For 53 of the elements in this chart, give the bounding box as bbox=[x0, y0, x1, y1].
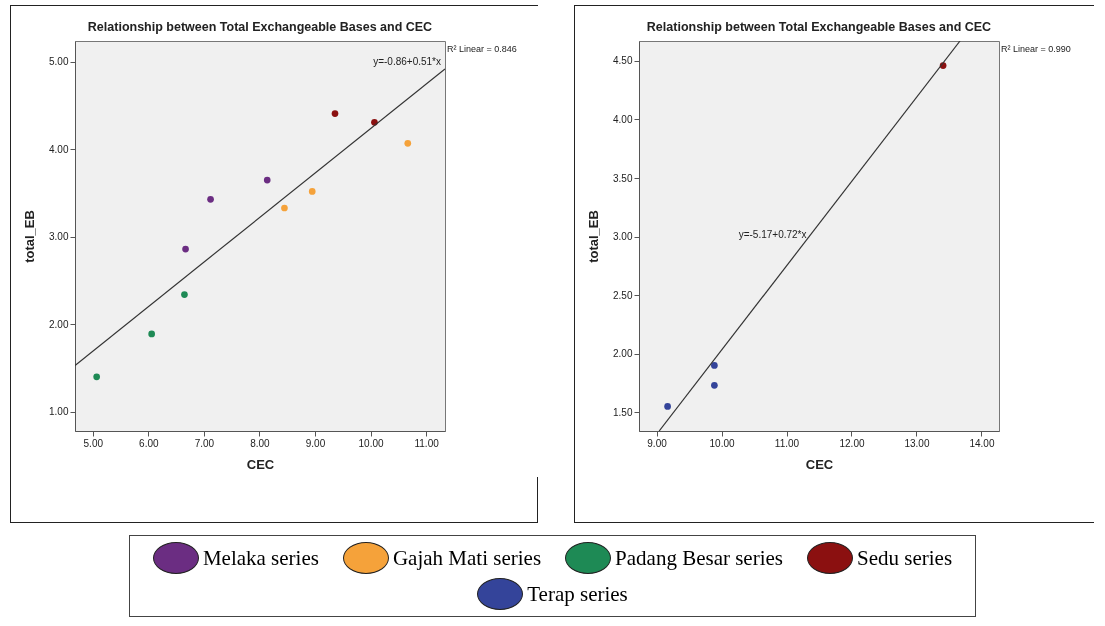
x-tick-label: 9.00 bbox=[305, 437, 326, 449]
annotation: y=-5.17+0.72*x bbox=[738, 229, 807, 241]
x-tick-label: 13.00 bbox=[904, 437, 930, 449]
y-tick-label: 2.00 bbox=[49, 318, 69, 330]
point bbox=[281, 204, 288, 212]
point bbox=[148, 330, 156, 338]
x-tick-label: 5.00 bbox=[83, 437, 104, 449]
x-tick-label: 8.00 bbox=[250, 437, 271, 449]
y-tick-label: 2.00 bbox=[613, 348, 633, 360]
point bbox=[404, 139, 412, 147]
x-tick-label: 7.00 bbox=[194, 437, 215, 449]
point bbox=[263, 176, 271, 184]
x-axis-title: CEC bbox=[246, 456, 275, 472]
y-tick-label: 1.50 bbox=[613, 406, 633, 418]
y-axis-title: total_EB bbox=[586, 210, 602, 263]
y-tick-label: 4.50 bbox=[613, 55, 633, 67]
annotation: y=-0.86+0.51*x bbox=[373, 56, 441, 67]
x-axis-title: CEC bbox=[805, 456, 834, 472]
y-axis-title: total_EB bbox=[22, 210, 38, 263]
point bbox=[93, 373, 101, 381]
y-tick-label: 4.00 bbox=[613, 113, 633, 125]
point bbox=[711, 381, 718, 389]
point bbox=[207, 195, 214, 203]
point bbox=[181, 291, 188, 298]
chart-title: Relationship between Total Exchangeable Bases and CEC bbox=[646, 19, 992, 34]
point bbox=[331, 110, 339, 117]
text: R² Linear = 0.990 bbox=[1001, 44, 1071, 54]
point bbox=[308, 188, 316, 195]
y-tick-label: 3.50 bbox=[613, 172, 633, 184]
point bbox=[711, 362, 718, 369]
y-tick-label: 3.00 bbox=[613, 231, 633, 243]
legend-label: Sedu series bbox=[857, 545, 953, 571]
y-tick-label: 1.00 bbox=[49, 406, 69, 418]
point bbox=[182, 245, 189, 253]
x-tick-label: 6.00 bbox=[139, 437, 159, 449]
chart-title: Relationship between Total Exchangeable Bases and CEC bbox=[87, 19, 433, 34]
x-tick-label: 10.00 bbox=[709, 437, 735, 449]
legend-label: Padang Besar series bbox=[615, 545, 784, 571]
text: R² Linear = 0.846 bbox=[447, 44, 517, 54]
y-tick-label: 3.00 bbox=[49, 231, 69, 243]
y-tick-label: 2.50 bbox=[613, 289, 633, 301]
x-tick-label: 10.00 bbox=[358, 437, 384, 449]
x-tick-label: 12.00 bbox=[839, 437, 865, 449]
x-tick-label: 14.00 bbox=[969, 437, 995, 449]
legend-label: Terap series bbox=[527, 581, 628, 607]
legend-label: Gajah Mati series bbox=[392, 545, 542, 571]
legend-label: Melaka series bbox=[202, 545, 319, 571]
point bbox=[664, 403, 671, 410]
y-tick-label: 5.00 bbox=[49, 56, 69, 68]
x-tick-label: 11.00 bbox=[414, 437, 440, 449]
x-tick-label: 11.00 bbox=[774, 437, 800, 449]
x-tick-label: 9.00 bbox=[647, 437, 668, 449]
y-tick-label: 4.00 bbox=[49, 143, 69, 155]
